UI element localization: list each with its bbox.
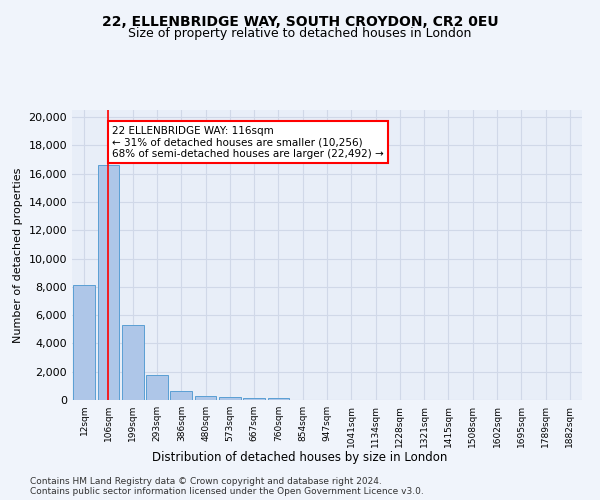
Bar: [243, 398, 265, 400]
Text: Contains public sector information licensed under the Open Government Licence v3: Contains public sector information licen…: [30, 488, 424, 496]
Text: Contains HM Land Registry data © Crown copyright and database right 2024.: Contains HM Land Registry data © Crown c…: [30, 478, 382, 486]
Bar: [122, 325, 143, 400]
Bar: [194, 396, 217, 400]
Bar: [268, 398, 289, 400]
Bar: [97, 165, 119, 400]
Bar: [219, 398, 241, 400]
Text: 22 ELLENBRIDGE WAY: 116sqm
← 31% of detached houses are smaller (10,256)
68% of : 22 ELLENBRIDGE WAY: 116sqm ← 31% of deta…: [112, 126, 384, 159]
Bar: [73, 286, 95, 400]
Bar: [170, 391, 192, 400]
Text: 22, ELLENBRIDGE WAY, SOUTH CROYDON, CR2 0EU: 22, ELLENBRIDGE WAY, SOUTH CROYDON, CR2 …: [101, 15, 499, 29]
Text: Distribution of detached houses by size in London: Distribution of detached houses by size …: [152, 451, 448, 464]
Text: Size of property relative to detached houses in London: Size of property relative to detached ho…: [128, 28, 472, 40]
Bar: [146, 374, 168, 400]
Y-axis label: Number of detached properties: Number of detached properties: [13, 168, 23, 342]
